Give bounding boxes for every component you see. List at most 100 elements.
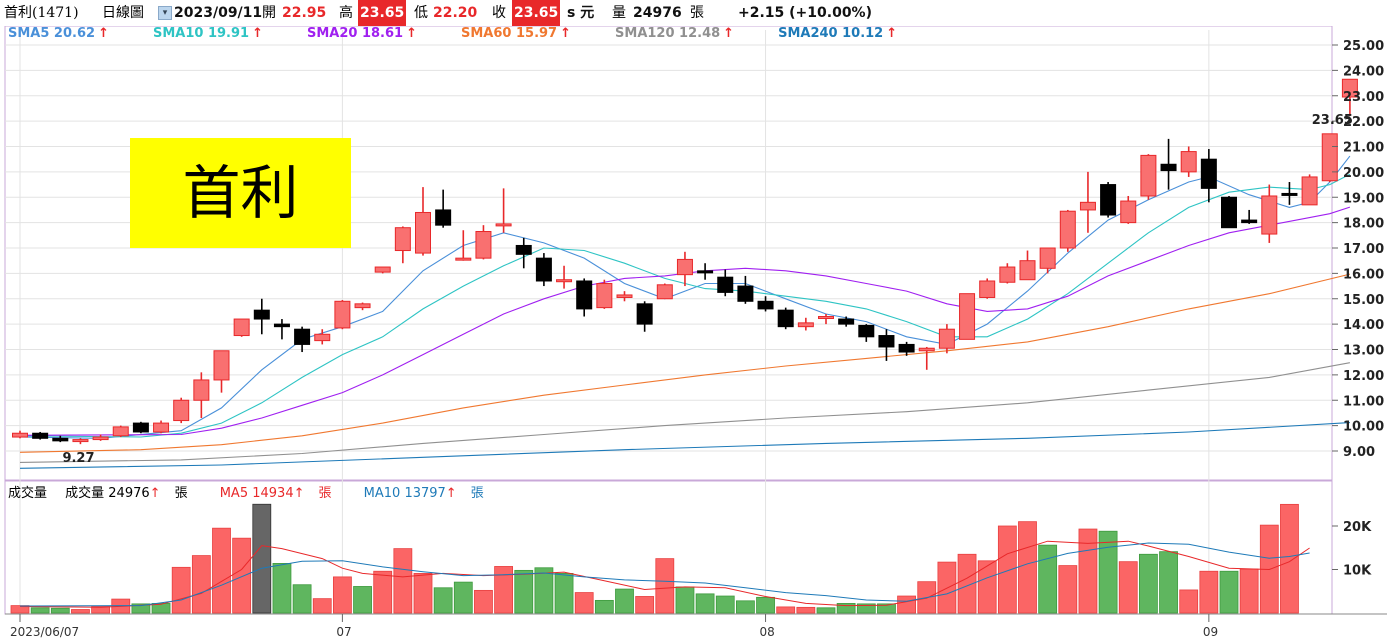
- candle-up: [495, 223, 512, 227]
- candle-up: [1079, 201, 1096, 211]
- volume-legend-unit: 張: [174, 486, 188, 501]
- open-label: 開: [262, 5, 276, 21]
- y-tick-label: 15.00: [1343, 293, 1384, 308]
- volume-bar: [1159, 551, 1178, 614]
- up-arrow-icon: ↑: [98, 26, 109, 41]
- candle-down: [576, 280, 593, 310]
- volume-bar: [474, 589, 493, 614]
- volume-bar: [272, 563, 292, 614]
- candle-up: [374, 266, 391, 273]
- sma-legend-item: SMA20 18.61 ↑: [306, 26, 417, 41]
- volume-bar: [937, 561, 957, 614]
- sma-legend-item: SMA10 19.91 ↑: [152, 26, 263, 41]
- high-value: 23.65: [358, 0, 407, 26]
- volume-bar: [413, 573, 433, 614]
- y-tick-label: 21.00: [1343, 141, 1384, 156]
- volume-bar: [191, 555, 211, 614]
- candle-down: [697, 270, 714, 274]
- up-arrow-icon: ↑: [886, 26, 898, 41]
- candle-down: [535, 257, 552, 282]
- volume-bar: [1058, 565, 1078, 614]
- x-tick-label: 07: [336, 625, 351, 639]
- volume-bar: [715, 595, 735, 614]
- dropdown-icon[interactable]: ▾: [158, 6, 172, 20]
- volume-bar: [131, 603, 151, 614]
- up-arrow-icon: ↑: [149, 486, 161, 501]
- candle-down: [777, 309, 794, 328]
- price-panel-border: [4, 25, 1333, 481]
- candle-down: [515, 244, 532, 255]
- candle-down: [858, 324, 875, 338]
- price-change: +2.15 (+10.00%): [738, 5, 872, 21]
- up-arrow-icon: ↑: [406, 26, 417, 41]
- candle-down: [1200, 158, 1217, 189]
- volume-bar: [836, 603, 856, 614]
- volume-bar: [554, 573, 574, 614]
- volume-label: 量: [612, 5, 626, 21]
- candle-up: [314, 333, 331, 342]
- x-tick-label: 2023/06/07: [10, 625, 79, 639]
- candle-up: [979, 280, 996, 298]
- annotations: 9.27 23.65: [62, 113, 1352, 466]
- open-value: 22.95: [282, 5, 327, 21]
- candle-up: [475, 231, 492, 259]
- close-label: 收: [492, 5, 506, 21]
- close-value: 23.65: [512, 0, 561, 26]
- stock-name: 首利(1471): [4, 5, 79, 21]
- volume-bar: [756, 596, 775, 614]
- volume-legend-value: 成交量 24976: [65, 486, 150, 501]
- candle-down: [737, 285, 754, 302]
- volume-bar: [1179, 589, 1199, 614]
- candle-down: [435, 209, 452, 226]
- volume-bar: [91, 606, 110, 614]
- volume-ma5-legend: MA5 14934: [219, 486, 294, 501]
- x-tick-label: 08: [760, 625, 775, 639]
- volume-unit: 張: [690, 5, 704, 21]
- volume-bar: [292, 584, 312, 614]
- y-tick-label: 22.00: [1343, 115, 1384, 130]
- candle-up: [193, 379, 210, 401]
- volume-tick-label: 10K: [1343, 564, 1372, 579]
- candle-down: [1100, 184, 1117, 216]
- candle-up: [1301, 176, 1318, 206]
- candle-down: [1241, 219, 1258, 224]
- high-label: 高: [339, 5, 353, 21]
- price-annotation: 23.65: [1312, 113, 1353, 128]
- candle-up: [1120, 200, 1137, 224]
- candle-down: [717, 276, 734, 293]
- price-axis: 25.00 24.00 23.00 22.00 21.00 20.00 19.00 18.00…: [1332, 39, 1384, 460]
- volume-bar: [1239, 568, 1259, 614]
- volume-bar: [1078, 528, 1098, 614]
- y-tick-label: 9.00: [1343, 445, 1375, 460]
- volume-bar: [655, 558, 675, 614]
- price-unit: s 元: [567, 5, 595, 21]
- volume-bar: [312, 598, 332, 614]
- volume-bar: [574, 592, 594, 614]
- candle-up: [394, 227, 411, 252]
- candle-down: [253, 309, 270, 320]
- candle-up: [1321, 133, 1338, 182]
- sma-legend-item: SMA5 20.62 ↑: [8, 26, 109, 41]
- volume-bar: [615, 588, 634, 614]
- candle-up: [72, 439, 89, 443]
- quote-header: 首利(1471) 日線圖 ▾ 2023/09/11 開 22.95 高 23.6…: [0, 0, 1387, 26]
- candle-up: [959, 293, 976, 340]
- volume-bar: [635, 596, 655, 614]
- period-selector[interactable]: 日線圖: [102, 5, 144, 21]
- x-tick-label: 09: [1203, 625, 1218, 639]
- candle-up: [334, 300, 351, 329]
- candle-up: [918, 347, 935, 352]
- candle-down: [32, 432, 49, 439]
- candle-up: [1341, 78, 1358, 98]
- volume-bar: [695, 593, 715, 614]
- candle-up: [1059, 210, 1076, 249]
- volume-bar: [877, 603, 896, 614]
- low-label: 低: [414, 5, 428, 21]
- y-tick-label: 10.00: [1343, 420, 1384, 435]
- candle-up: [556, 279, 573, 283]
- sma-line-sma20: [19, 206, 1351, 436]
- date-axis: 2023/06/07 07 08 09: [10, 614, 1218, 639]
- candle-down: [1221, 196, 1237, 229]
- candle-down: [898, 343, 915, 353]
